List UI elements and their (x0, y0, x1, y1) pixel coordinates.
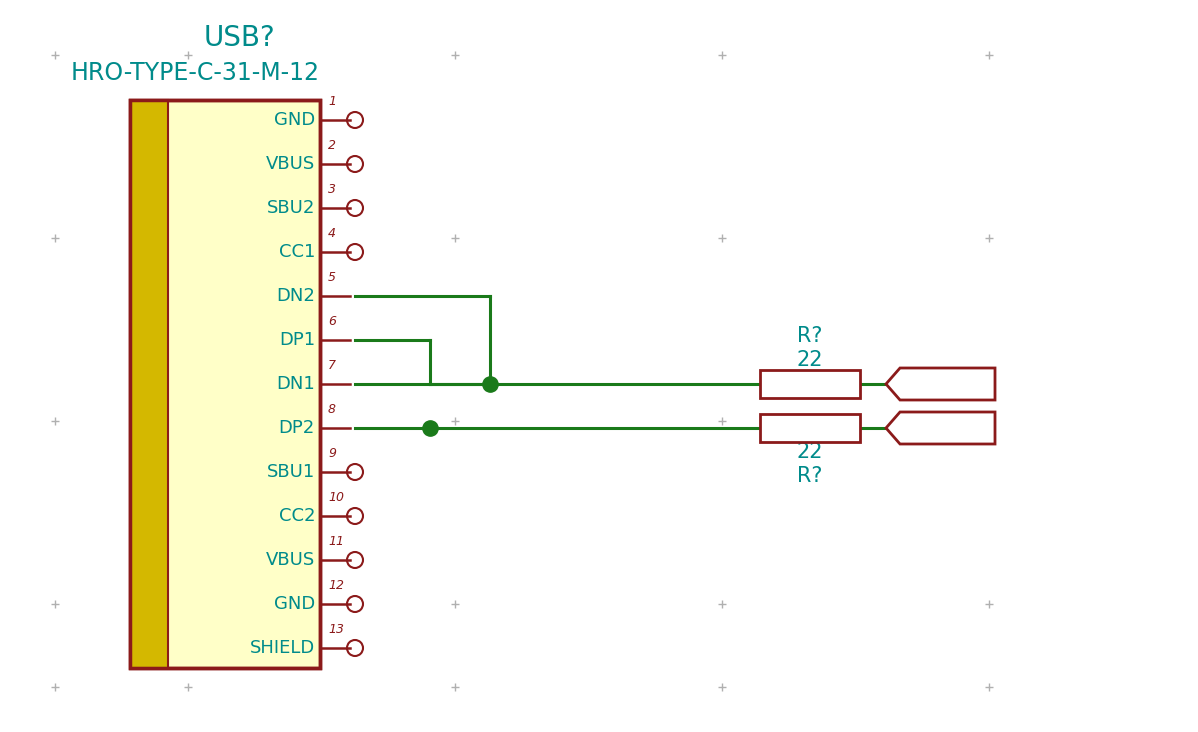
Text: 4: 4 (328, 227, 335, 240)
Text: SBU1: SBU1 (267, 463, 315, 481)
Text: DN1: DN1 (277, 375, 315, 393)
Text: 5: 5 (328, 271, 335, 284)
Text: DN2: DN2 (276, 287, 315, 305)
Text: 22: 22 (797, 442, 823, 462)
Bar (760, 370, 860, 398)
Text: 13: 13 (328, 623, 344, 636)
Text: D-: D- (938, 375, 958, 393)
Text: 3: 3 (328, 183, 335, 196)
Text: VBUS: VBUS (266, 551, 315, 569)
Text: 8: 8 (328, 403, 335, 416)
Polygon shape (887, 412, 996, 444)
Text: DP1: DP1 (279, 331, 315, 349)
Bar (760, 414, 860, 442)
Text: 9: 9 (328, 447, 335, 460)
Text: 1: 1 (328, 95, 335, 108)
Text: SBU2: SBU2 (267, 199, 315, 217)
Text: GND: GND (274, 595, 315, 613)
Text: 22: 22 (797, 350, 823, 370)
Text: GND: GND (274, 111, 315, 129)
Text: SHIELD: SHIELD (249, 639, 315, 657)
Text: CC1: CC1 (279, 243, 315, 261)
Text: DP2: DP2 (279, 419, 315, 437)
Polygon shape (887, 368, 996, 400)
Text: 2: 2 (328, 139, 335, 152)
Text: CC2: CC2 (278, 507, 315, 525)
Text: R?: R? (797, 326, 823, 346)
Text: VBUS: VBUS (266, 155, 315, 173)
Text: 6: 6 (328, 315, 335, 328)
Bar (131, 100, 320, 668)
Text: 11: 11 (328, 535, 344, 548)
Text: HRO-TYPE-C-31-M-12: HRO-TYPE-C-31-M-12 (71, 61, 320, 85)
Text: USB?: USB? (204, 24, 276, 52)
Bar (131, 100, 168, 668)
Text: D+: D+ (933, 419, 962, 437)
Text: R?: R? (797, 466, 823, 486)
Text: 7: 7 (328, 359, 335, 372)
Text: 12: 12 (328, 579, 344, 592)
Bar (131, 100, 320, 668)
Text: 10: 10 (328, 491, 344, 504)
